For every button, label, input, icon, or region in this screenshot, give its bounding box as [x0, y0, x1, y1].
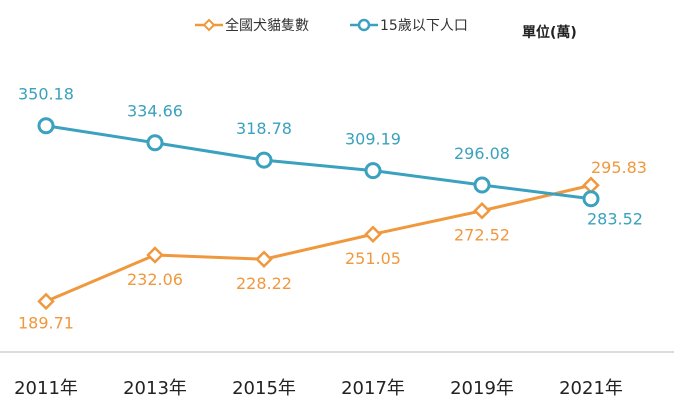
- data-label: 251.05: [345, 249, 401, 268]
- x-tick-label: 2011年: [14, 378, 78, 399]
- data-point: [473, 201, 491, 220]
- x-tick-label: 2015年: [232, 378, 296, 399]
- data-point: [37, 117, 55, 135]
- data-point: [582, 190, 600, 208]
- data-point: [255, 151, 273, 169]
- data-label: 318.78: [236, 119, 292, 138]
- data-point: [37, 292, 55, 311]
- series-1: 350.18 334.66 318.78 309.19 296.08 283.52: [18, 85, 643, 229]
- legend: 全國犬貓隻數 15歲以下人口: [195, 17, 468, 34]
- data-label: 350.18: [18, 85, 74, 104]
- data-label: 232.06: [127, 270, 183, 289]
- data-label: 283.52: [587, 210, 643, 229]
- data-point: [364, 162, 382, 180]
- data-point: [146, 134, 164, 152]
- legend-item-0: 全國犬貓隻數: [195, 17, 309, 34]
- legend-marker: [357, 18, 371, 32]
- data-label: 295.83: [591, 158, 647, 177]
- data-point: [255, 250, 273, 268]
- series-line-1: [45, 124, 592, 201]
- data-point: [364, 225, 382, 244]
- data-point: [146, 246, 164, 264]
- data-label: 189.71: [18, 313, 74, 332]
- data-label: 272.52: [454, 226, 510, 245]
- x-tick-label: 2013年: [123, 378, 187, 399]
- unit-label: 單位(萬): [522, 24, 577, 41]
- x-tick-label: 2019年: [450, 378, 514, 399]
- data-label: 334.66: [127, 102, 183, 121]
- data-label: 309.19: [345, 130, 401, 149]
- legend-marker: [202, 18, 216, 32]
- data-point: [582, 176, 600, 194]
- data-label: 296.08: [454, 144, 510, 163]
- data-label: 228.22: [236, 274, 292, 293]
- legend-label: 15歲以下人口: [380, 18, 468, 34]
- data-point: [473, 176, 491, 194]
- x-tick-label: 2017年: [341, 378, 405, 399]
- series-line-0: [45, 183, 592, 303]
- series-0: 189.71 232.06 228.22 251.05 272.52 295.83: [18, 158, 647, 332]
- legend-item-1: 15歲以下人口: [350, 18, 468, 34]
- x-tick-labels: 2011年 2013年 2015年 2017年 2019年 2021年: [14, 378, 623, 399]
- legend-label: 全國犬貓隻數: [225, 17, 309, 34]
- x-tick-label: 2021年: [559, 378, 623, 399]
